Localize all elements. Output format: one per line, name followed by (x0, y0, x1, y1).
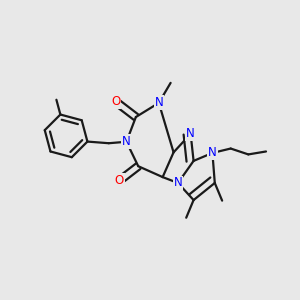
Text: N: N (154, 96, 163, 110)
Text: N: N (122, 135, 131, 148)
Text: N: N (186, 127, 195, 140)
Text: N: N (208, 146, 217, 159)
Text: N: N (174, 176, 182, 190)
Text: O: O (111, 95, 121, 108)
Text: O: O (115, 174, 124, 188)
